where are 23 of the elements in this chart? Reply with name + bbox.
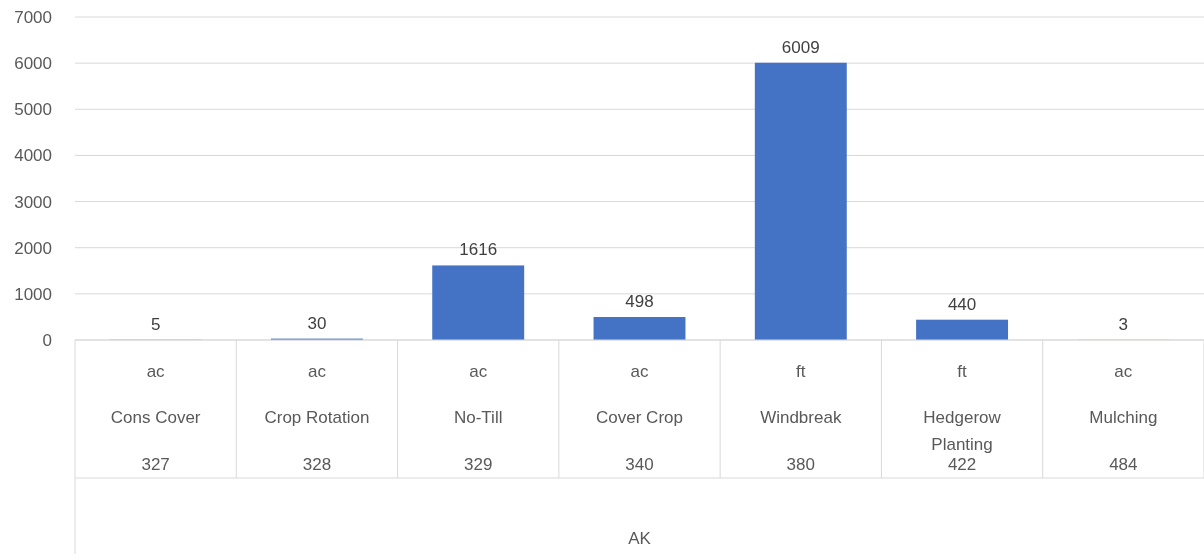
data-label: 30 xyxy=(307,313,327,333)
data-label: 440 xyxy=(947,294,977,314)
category-label: ac Crop Rotation 328 xyxy=(264,361,370,474)
data-label: 6009 xyxy=(781,37,820,57)
y-tick-label: 4000 xyxy=(14,146,52,166)
data-label: 3 xyxy=(1118,314,1129,334)
y-tick-label: 5000 xyxy=(14,100,52,120)
y-tick-label: 7000 xyxy=(14,7,52,27)
data-label: 5 xyxy=(150,314,161,334)
text: AK xyxy=(628,528,652,548)
y-tick-label: 2000 xyxy=(14,238,52,258)
data-label: 498 xyxy=(625,292,654,312)
category-label: ac Mulching 484 xyxy=(1089,361,1158,474)
y-tick-label: 6000 xyxy=(14,54,52,74)
y-tick-label: 3000 xyxy=(14,192,52,212)
category-label: ft Windbreak 380 xyxy=(760,361,842,474)
category-label: ac No-Till 329 xyxy=(453,361,503,474)
data-label: 1616 xyxy=(459,240,498,260)
y-tick-label: 0 xyxy=(42,330,52,350)
category-label: ft Hedgerow Planting 422 xyxy=(923,361,1001,474)
y-tick-label: 1000 xyxy=(14,284,52,304)
category-label: ac Cover Crop 340 xyxy=(596,361,683,474)
category-label: ac Cons Cover 327 xyxy=(110,361,201,474)
